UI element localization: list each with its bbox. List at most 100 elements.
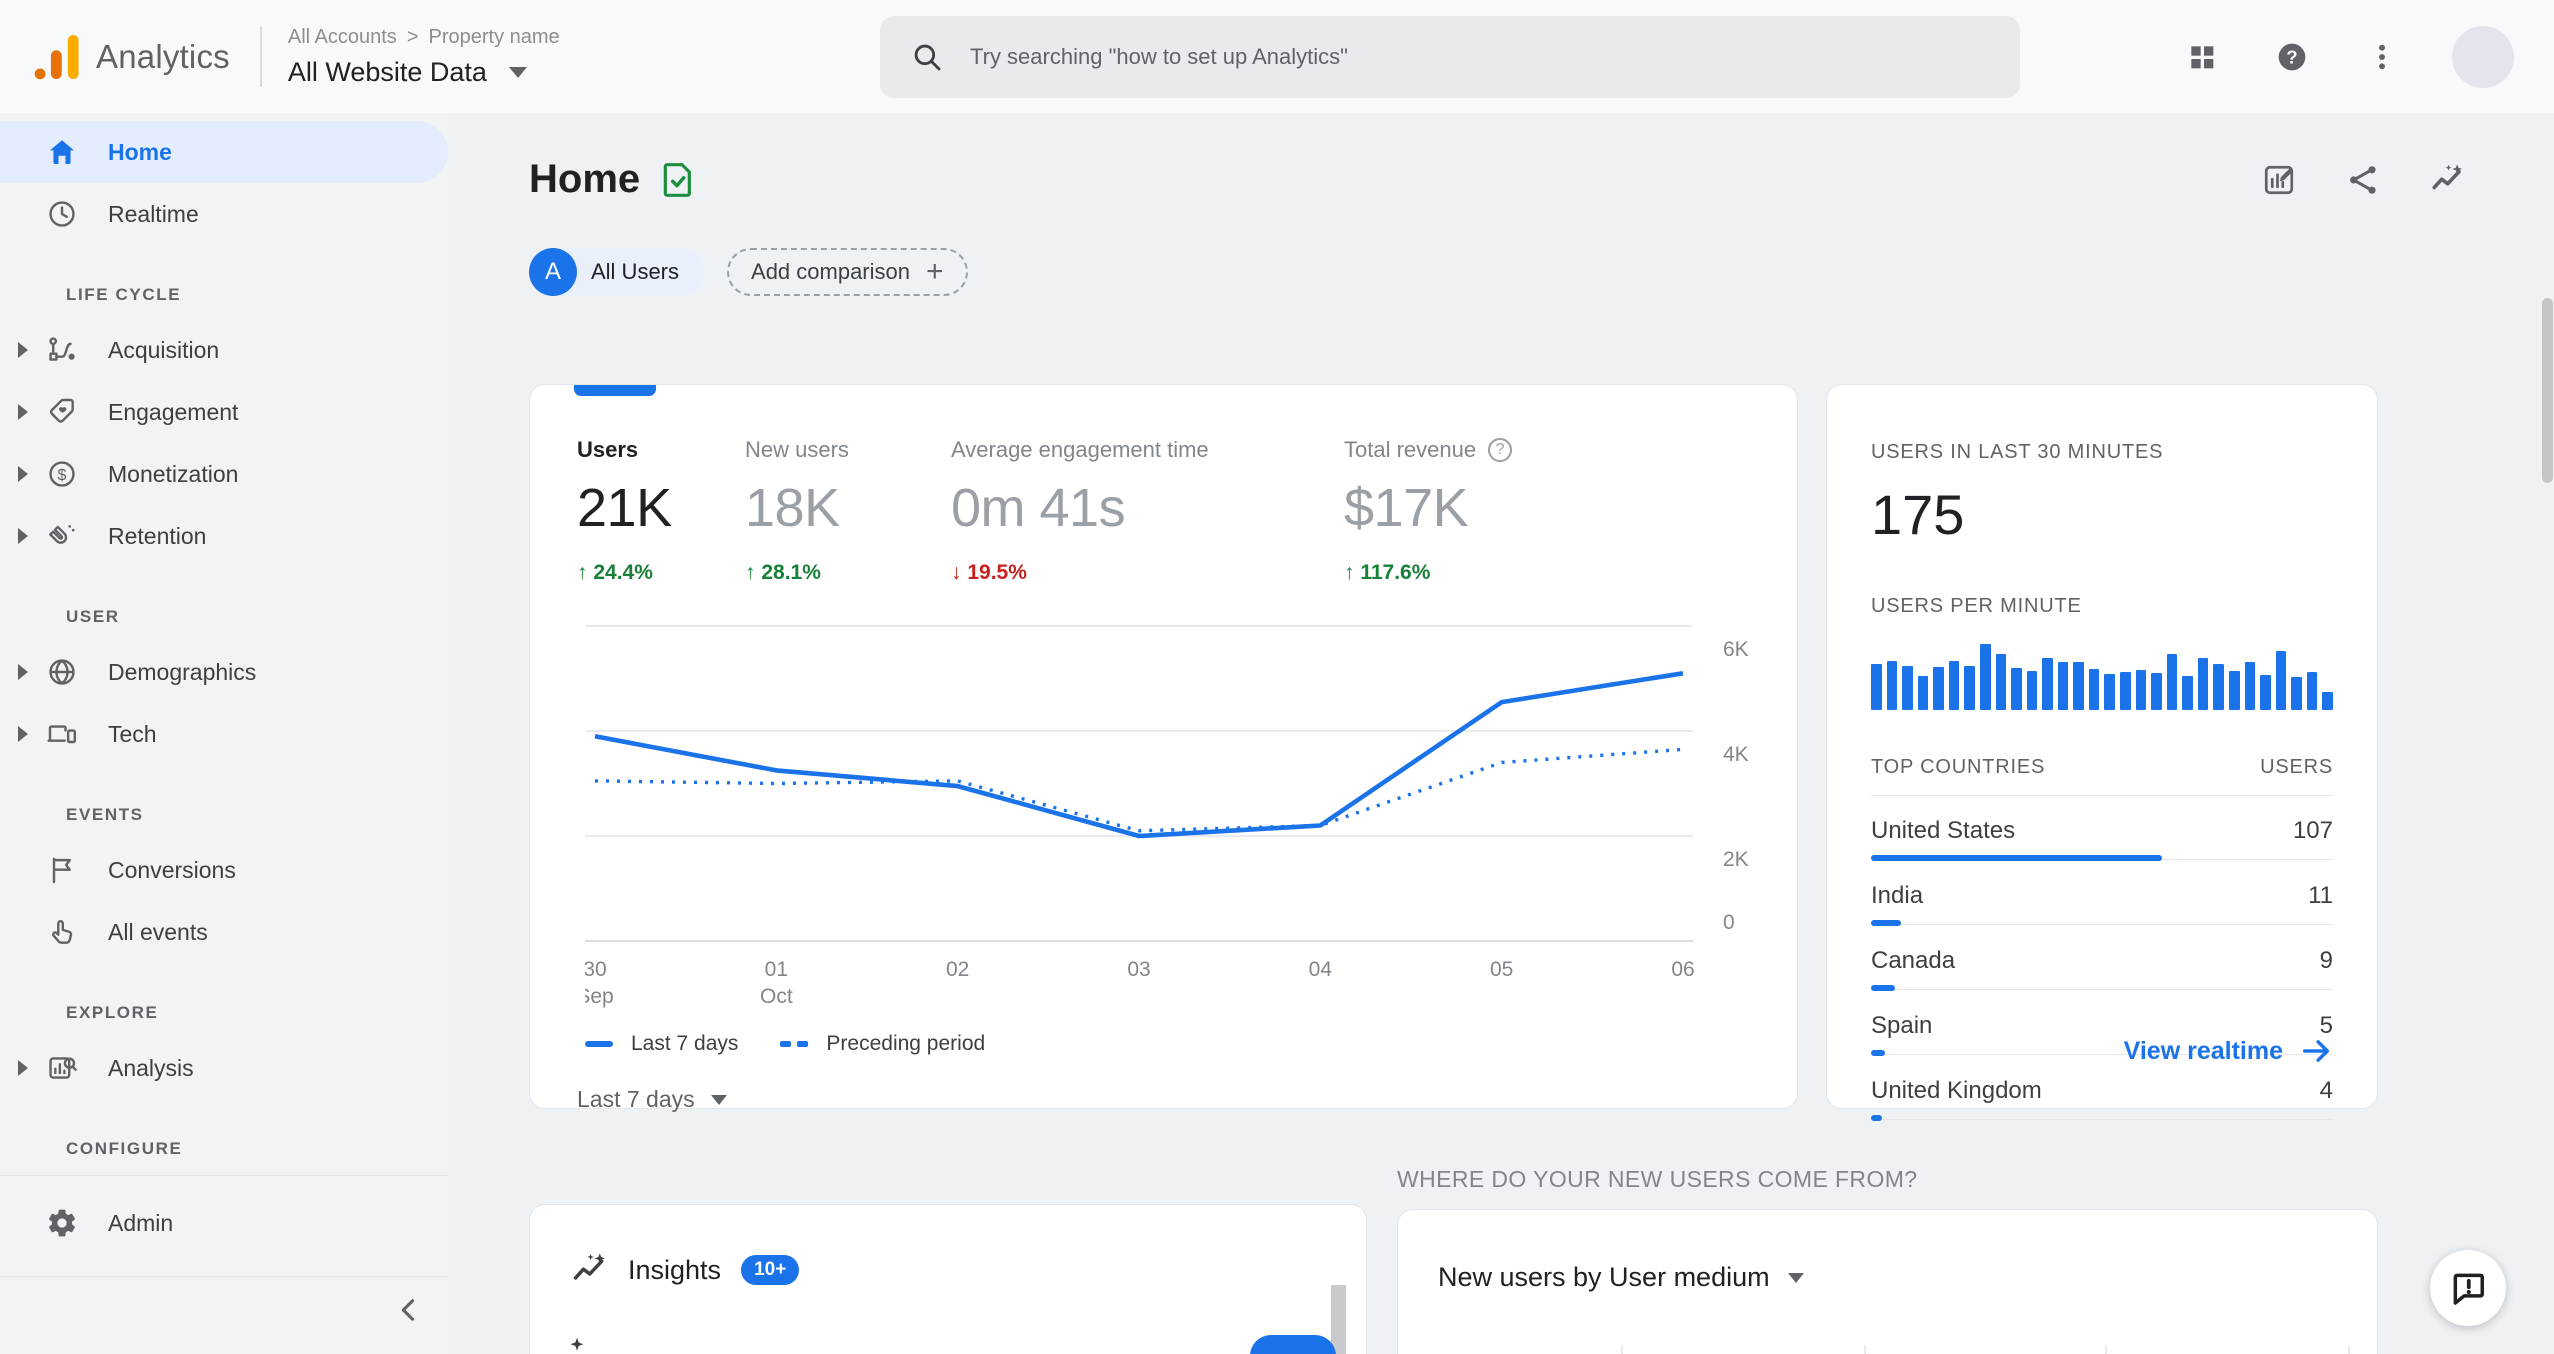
sidebar-item-label: Acquisition	[108, 336, 220, 363]
account-breadcrumb-block: All Accounts > Property name All Website…	[288, 26, 560, 88]
chart-legend: Last 7 days Preceding period	[585, 1032, 1797, 1056]
insights-sparkle-icon	[573, 1253, 605, 1280]
sidebar-item-retention[interactable]: Retention	[0, 505, 448, 567]
expand-caret-icon[interactable]	[18, 342, 28, 358]
all-users-chip[interactable]: A All Users	[529, 248, 706, 296]
top-countries-header: TOP COUNTRIES	[1871, 756, 2046, 778]
add-comparison-label: Add comparison	[751, 259, 910, 284]
sidebar-item-acquisition[interactable]: Acquisition	[0, 319, 448, 381]
plus-icon: +	[926, 255, 944, 288]
country-users: 5	[2319, 1012, 2333, 1039]
share-icon[interactable]	[2345, 162, 2381, 198]
apps-grid-icon[interactable]	[2182, 37, 2222, 77]
per-minute-bar	[2026, 671, 2038, 710]
insights-icon[interactable]	[2429, 162, 2465, 198]
country-name: United Kingdom	[1871, 1077, 2042, 1104]
metric-tab-average-engagement-time[interactable]: Average engagement time 0m 41s ↓ 19.5%	[951, 437, 1344, 585]
sidebar-nav: Home Realtime LIFE CYCLE Acquisition Engagem…	[0, 113, 448, 1354]
svg-text:4K: 4K	[1723, 743, 1749, 766]
add-comparison-button[interactable]: Add comparison +	[727, 248, 968, 296]
expand-caret-icon[interactable]	[18, 726, 28, 742]
users-per-minute-label: USERS PER MINUTE	[1871, 595, 2082, 617]
sidebar-item-tech[interactable]: Tech	[0, 703, 448, 765]
metric-tab-new-users[interactable]: New users 18K ↑ 28.1%	[745, 437, 951, 585]
active-metric-tab-indicator	[574, 385, 656, 396]
sidebar-item-home[interactable]: Home	[0, 121, 448, 183]
sidebar-item-all-events[interactable]: All events	[0, 901, 448, 963]
feedback-button[interactable]	[2430, 1250, 2506, 1326]
page-scrollbar-thumb[interactable]	[2542, 298, 2553, 483]
metric-tab-total-revenue[interactable]: Total revenue? $17K ↑ 117.6%	[1344, 437, 1513, 585]
new-users-dimension-selector[interactable]: New users by User medium	[1438, 1262, 2337, 1293]
customize-report-icon[interactable]	[2261, 162, 2297, 198]
sidebar-item-demographics[interactable]: Demographics	[0, 641, 448, 703]
expand-caret-icon[interactable]	[18, 404, 28, 420]
analysis-icon	[46, 1052, 78, 1084]
app-name: Analytics	[96, 37, 230, 75]
avatar[interactable]	[2452, 25, 2514, 88]
metric-value: 21K	[577, 478, 672, 538]
expand-caret-icon[interactable]	[18, 528, 28, 544]
search-input[interactable]	[970, 44, 1990, 70]
sidebar-item-conversions[interactable]: Conversions	[0, 839, 448, 901]
sidebar-item-admin[interactable]: Admin	[0, 1192, 448, 1254]
per-minute-bar	[2244, 662, 2256, 710]
metric-tab-users[interactable]: Users 21K ↑ 24.4%	[577, 437, 745, 585]
date-range-selector[interactable]: Last 7 days	[577, 1086, 1797, 1113]
conversions-icon	[46, 854, 78, 886]
acquisition-icon	[46, 334, 78, 366]
view-realtime-link[interactable]: View realtime	[2124, 1034, 2333, 1068]
sidebar-item-analysis[interactable]: Analysis	[0, 1037, 448, 1099]
per-minute-bar	[1995, 654, 2007, 710]
breadcrumb-all-accounts[interactable]: All Accounts	[287, 25, 397, 48]
sidebar-item-engagement[interactable]: Engagement	[0, 381, 448, 443]
retention-icon	[46, 520, 78, 552]
collapse-sidebar-button[interactable]	[0, 1293, 448, 1332]
sidebar-item-realtime[interactable]: Realtime	[0, 183, 448, 245]
demographics-icon	[46, 656, 78, 688]
metric-label: New users	[745, 437, 849, 462]
global-search[interactable]	[880, 16, 2020, 98]
insights-card: Insights 10+	[529, 1204, 1367, 1354]
svg-text:30Sep: 30Sep	[585, 958, 614, 1008]
breadcrumb-property-name[interactable]: Property name	[428, 25, 560, 48]
new-users-section: WHERE DO YOUR NEW USERS COME FROM? New u…	[1397, 1166, 2378, 1354]
sidebar-section-life-cycle: LIFE CYCLE	[66, 285, 182, 304]
new-users-selector-label: New users by User medium	[1438, 1262, 1770, 1292]
help-icon[interactable]: ?	[2272, 37, 2312, 77]
per-minute-bar	[1964, 666, 1975, 710]
country-bar	[1871, 1050, 2333, 1056]
metric-label: Users	[577, 437, 639, 462]
svg-text:6K: 6K	[1723, 638, 1749, 661]
country-row-india: India 11	[1871, 882, 2333, 926]
per-minute-bar	[2120, 672, 2131, 710]
sidebar-item-monetization[interactable]: $ Monetization	[0, 443, 448, 505]
expand-caret-icon[interactable]	[18, 1060, 28, 1076]
per-minute-bar	[2135, 670, 2147, 710]
metrics-row: Users 21K ↑ 24.4% New users 18K ↑ 28.1% Averag…	[530, 385, 1797, 585]
new-users-heading: WHERE DO YOUR NEW USERS COME FROM?	[1397, 1166, 1918, 1192]
analytics-logo[interactable]: Analytics	[30, 30, 230, 84]
svg-text:0: 0	[1723, 911, 1735, 934]
report-check-icon	[663, 162, 692, 197]
country-users: 107	[2292, 817, 2333, 844]
property-selector[interactable]: All Website Data	[288, 57, 560, 88]
per-minute-bar	[2260, 675, 2271, 710]
users-column-header: USERS	[2260, 756, 2333, 778]
insights-scrollbar[interactable]	[1331, 1285, 1346, 1354]
per-minute-bar	[1917, 676, 1929, 710]
svg-text:?: ?	[2286, 46, 2297, 67]
help-icon[interactable]: ?	[1488, 438, 1513, 462]
expand-caret-icon[interactable]	[18, 466, 28, 482]
per-minute-bar	[1979, 644, 1991, 710]
segment-a-badge: A	[529, 248, 577, 296]
per-minute-bar	[2275, 651, 2287, 710]
sidebar-section-user: USER	[66, 607, 120, 626]
comparison-chips: A All Users Add comparison +	[529, 248, 2554, 296]
sidebar-section-configure: CONFIGURE	[66, 1139, 183, 1158]
expand-caret-icon[interactable]	[18, 664, 28, 680]
more-vert-icon[interactable]	[2362, 37, 2402, 77]
chevron-down-icon	[1787, 1272, 1804, 1283]
chevron-down-icon	[508, 66, 527, 78]
